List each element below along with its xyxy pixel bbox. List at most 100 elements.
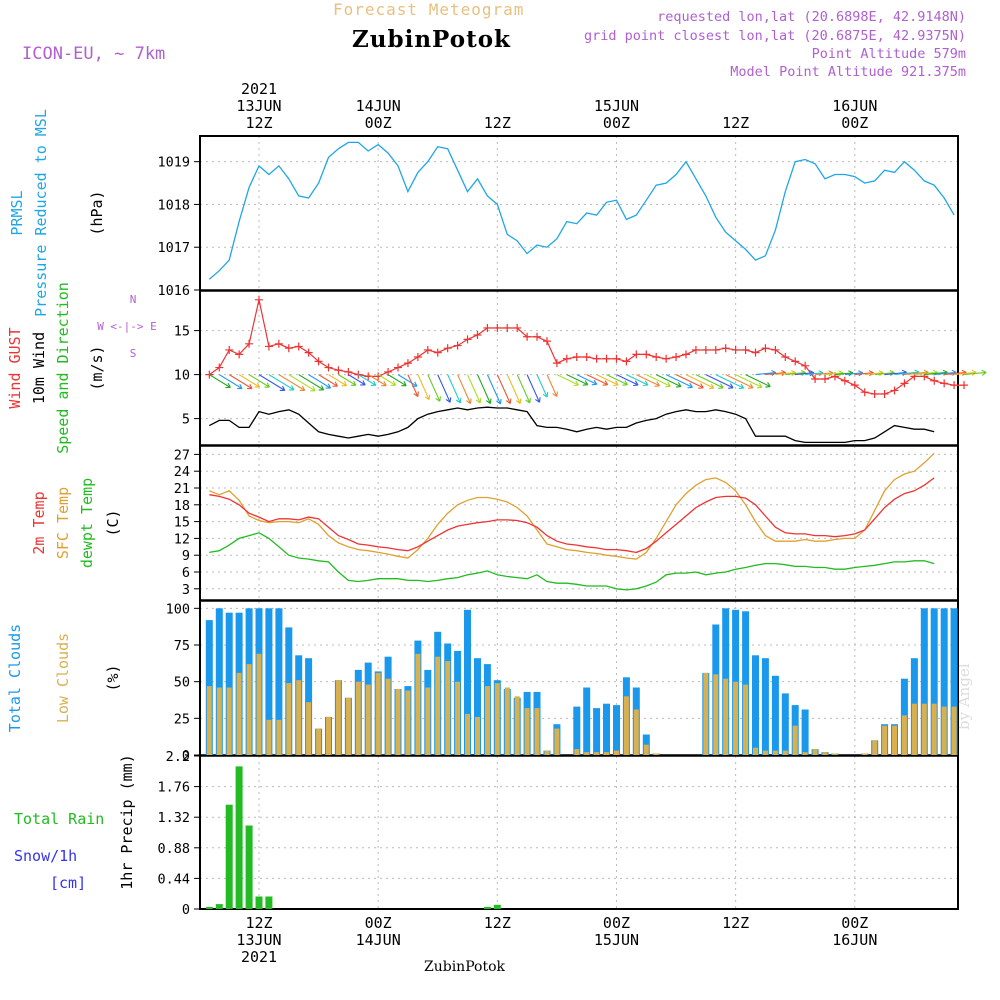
panel-frames (194, 135, 959, 910)
time-label-bottom: 13JUN (236, 931, 281, 949)
pressure-label-1: PRMSL (8, 190, 26, 235)
wind-arrow (358, 374, 377, 386)
wind-arrow (665, 374, 693, 389)
wind-arrow (556, 374, 579, 387)
y-tick-label: 0.88 (157, 841, 190, 857)
wind-arrow (576, 374, 598, 386)
low-cloud-bar (276, 719, 282, 755)
rain-bar (225, 804, 233, 909)
y-tick-label: 18 (174, 498, 190, 514)
gust-marker (493, 323, 502, 332)
panel-frame (199, 755, 959, 910)
total-cloud-bar (265, 608, 273, 755)
gust-marker (681, 350, 690, 359)
temp-label-2m: 2m Temp (30, 491, 48, 554)
wind-arrow (685, 374, 715, 390)
low-cloud-bar (425, 687, 431, 755)
gust-marker (473, 331, 482, 339)
total-cloud-bar (771, 675, 779, 755)
low-cloud-bar (643, 744, 649, 755)
closest-coords: grid point closest lon,lat (20.6875E, 42… (583, 28, 966, 44)
total-cloud-bar (215, 608, 223, 755)
gust-marker (403, 359, 412, 368)
low-cloud-bar (703, 672, 709, 755)
wind-unit: (m/s) (88, 345, 106, 390)
low-cloud-bar (286, 683, 292, 755)
wind-arrow (655, 374, 682, 388)
y-tick-label: 100 (166, 601, 190, 617)
wind-arrow (586, 374, 609, 386)
total-cloud-bar (573, 706, 581, 755)
gust-marker (463, 335, 472, 344)
gust-marker (781, 353, 790, 361)
wind-arrow (745, 374, 771, 388)
low-cloud-bar (951, 706, 957, 755)
low-cloud-bar (206, 686, 212, 755)
time-label-bottom: 12Z (245, 914, 272, 932)
wind-arrow (377, 374, 397, 386)
low-cloud-bar (455, 681, 461, 755)
wind-arrow (486, 374, 502, 405)
low-cloud-bar (375, 672, 381, 755)
gust-marker (235, 350, 244, 359)
y-tick-label: 24 (174, 464, 190, 480)
precip-label-snow: Snow/1h (14, 847, 77, 865)
gust-marker (840, 376, 849, 385)
time-label-bottom: 00Z (365, 914, 392, 932)
gust-marker (642, 350, 651, 359)
low-cloud-bar (405, 690, 411, 755)
wind-arrow (437, 374, 452, 403)
gust-marker (900, 379, 909, 388)
y-tick-label: 27 (174, 447, 190, 463)
y-tick-label: 1016 (157, 283, 190, 299)
wind-arrow (466, 374, 482, 404)
wind-arrow (675, 374, 704, 389)
low-cloud-bar (345, 697, 351, 755)
low-cloud-bar (316, 728, 322, 755)
gust-marker (701, 345, 710, 354)
y-tick-label: 2.2 (166, 749, 190, 765)
low-cloud-bar (633, 709, 639, 755)
y-tick-label: 1.32 (157, 810, 190, 826)
wind-arrow (735, 374, 763, 389)
total-cloud-bar (742, 611, 750, 755)
low-cloud-bar (812, 749, 818, 755)
panel-frame (199, 135, 959, 291)
low-cloud-bar (931, 703, 937, 755)
gust-marker (960, 381, 969, 390)
gust-marker (592, 354, 601, 363)
time-label-bottom: 2021 (241, 948, 277, 966)
gust-marker (691, 345, 700, 354)
wind-label-dir: Speed and Direction (54, 282, 72, 454)
wind-arrow (715, 374, 745, 390)
low-cloud-bar (862, 753, 868, 755)
wind-arrow (338, 374, 357, 386)
gust-marker (821, 375, 830, 383)
panel-frame (199, 445, 959, 601)
total-cloud-bar (593, 708, 601, 755)
wind-arrow (606, 374, 628, 386)
y-tick-label: 25 (174, 711, 190, 727)
gust-marker (731, 345, 740, 354)
time-label-top: 00Z (365, 114, 392, 132)
temp-label-sfc: SFC Temp (54, 487, 72, 559)
gust-marker (423, 345, 432, 354)
time-label-bottom: 00Z (603, 914, 630, 932)
low-cloud-bar (266, 719, 272, 755)
time-label-top: 16JUN (832, 97, 877, 115)
time-label-top: 12Z (245, 114, 272, 132)
time-label-bottom: 00Z (841, 914, 868, 932)
wind-arrow (288, 374, 316, 392)
gust-marker (801, 361, 810, 370)
y-tick-label: 1018 (157, 197, 190, 213)
low-cloud-bar (822, 752, 828, 755)
gust-marker (274, 339, 283, 348)
low-cloud-bar (236, 672, 242, 755)
total-cloud-bar (940, 608, 948, 755)
gust-marker (652, 353, 661, 361)
y-tick-label: 6 (182, 565, 190, 581)
wind-arrow (457, 374, 472, 404)
wind-arrow (298, 374, 325, 391)
total-cloud-bar (781, 693, 789, 755)
total-cloud-bar (464, 609, 471, 755)
